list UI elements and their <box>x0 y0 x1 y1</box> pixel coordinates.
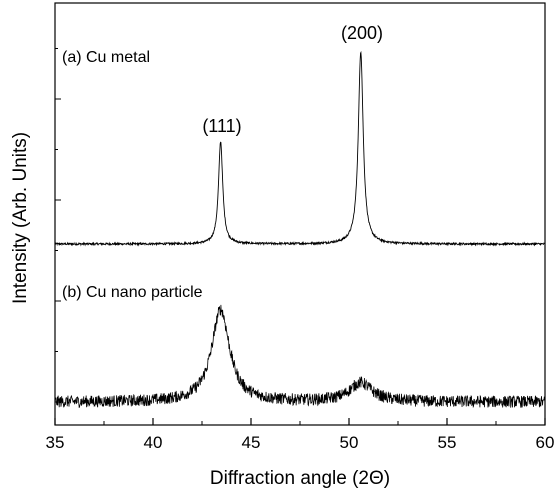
series-line-cu-nano <box>54 304 546 409</box>
y-axis-title: Intensity (Arb. Units) <box>10 132 31 304</box>
peak-label-111: (111) <box>202 116 241 136</box>
x-axis-title: Diffraction angle (2Θ) <box>210 468 390 489</box>
x-tick-label: 55 <box>438 433 457 452</box>
y-ticks <box>55 48 61 403</box>
series-label-cu-metal: (a) Cu metal <box>62 49 150 66</box>
x-ticks <box>54 418 546 425</box>
peak-label-200: (200) <box>341 23 383 43</box>
x-tick-label: 35 <box>46 433 65 452</box>
series-label-cu-nano: (b) Cu nano particle <box>62 284 203 301</box>
peak-labels: (111) (200) <box>202 23 383 136</box>
x-tick-label: 40 <box>144 433 163 452</box>
series-group <box>54 50 546 409</box>
x-tick-label: 45 <box>242 433 261 452</box>
panel-labels: (a) Cu metal (b) Cu nano particle <box>62 49 203 301</box>
plot-frame <box>54 2 546 426</box>
x-tick-label: 60 <box>536 433 555 452</box>
series-line-cu-metal <box>54 50 546 247</box>
x-tick-labels: 35 40 45 50 55 60 <box>46 433 555 452</box>
x-tick-label: 50 <box>340 433 359 452</box>
